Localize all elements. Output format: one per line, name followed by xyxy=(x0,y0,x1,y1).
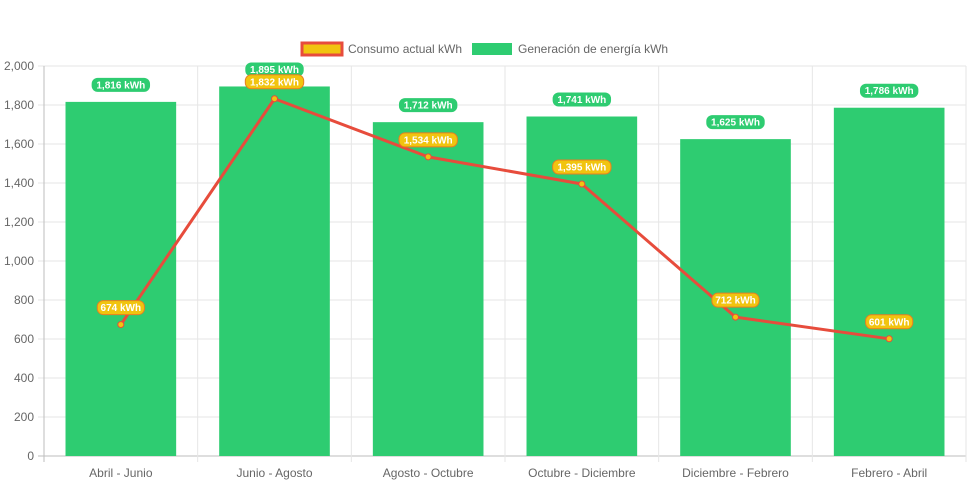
line-data-label: 1,395 kWh xyxy=(552,159,612,175)
legend-label-generacion: Generación de energía kWh xyxy=(518,42,668,56)
bar-data-label: 1,816 kWh xyxy=(91,77,151,92)
line-point[interactable] xyxy=(885,335,893,343)
svg-text:1,625 kWh: 1,625 kWh xyxy=(711,118,760,129)
bar[interactable] xyxy=(833,107,945,456)
grid-lines xyxy=(38,65,967,462)
y-tick-label: 1,600 xyxy=(4,137,34,151)
line-point[interactable] xyxy=(424,153,432,161)
bar[interactable] xyxy=(219,86,330,456)
legend-label-consumo: Consumo actual kWh xyxy=(348,42,462,56)
line-data-label: 601 kWh xyxy=(865,314,914,330)
svg-text:1,534 kWh: 1,534 kWh xyxy=(404,135,453,146)
y-tick-label: 0 xyxy=(27,449,34,463)
x-tick-label: Junio - Agosto xyxy=(236,466,312,480)
svg-text:1,895 kWh: 1,895 kWh xyxy=(250,65,299,76)
legend-item-generacion[interactable]: Generación de energía kWh xyxy=(472,42,668,56)
line-data-label: 1,832 kWh xyxy=(244,74,305,90)
svg-text:1,832 kWh: 1,832 kWh xyxy=(250,77,299,88)
y-tick-label: 800 xyxy=(14,293,34,307)
svg-text:1,816 kWh: 1,816 kWh xyxy=(96,80,145,91)
data-labels: 1,816 kWh 1,895 kWh 1,712 kWh 1,741 kWh 1,62… xyxy=(91,62,919,330)
x-tick-label: Agosto - Octubre xyxy=(383,466,474,480)
y-tick-label: 1,800 xyxy=(4,98,34,112)
svg-text:712 kWh: 712 kWh xyxy=(715,296,756,307)
bar-series xyxy=(65,86,945,456)
y-tick-label: 1,200 xyxy=(4,215,34,229)
svg-text:1,395 kWh: 1,395 kWh xyxy=(557,162,606,173)
bar[interactable] xyxy=(372,122,484,456)
y-tick-label: 1,000 xyxy=(4,254,34,268)
legend: Consumo actual kWh Generación de energía… xyxy=(300,41,668,57)
line-series xyxy=(117,95,893,343)
y-tick-label: 400 xyxy=(14,371,34,385)
x-tick-label: Diciembre - Febrero xyxy=(682,466,789,480)
legend-item-consumo[interactable]: Consumo actual kWh xyxy=(300,41,462,57)
line-point[interactable] xyxy=(271,95,278,103)
bar-data-label: 1,741 kWh xyxy=(552,92,612,107)
svg-text:674 kWh: 674 kWh xyxy=(101,303,142,314)
line-point[interactable] xyxy=(578,180,586,188)
svg-text:1,712 kWh: 1,712 kWh xyxy=(404,101,453,112)
bar[interactable] xyxy=(65,101,177,456)
line-data-label: 1,534 kWh xyxy=(398,132,458,148)
line-point[interactable] xyxy=(732,313,739,321)
bar-data-label: 1,712 kWh xyxy=(398,98,458,113)
x-tick-label: Octubre - Diciembre xyxy=(528,466,636,480)
bar-data-label: 1,895 kWh xyxy=(245,62,304,77)
y-tick-label: 600 xyxy=(14,332,34,346)
y-tick-label: 200 xyxy=(14,410,34,424)
bar-data-label: 1,786 kWh xyxy=(859,83,919,98)
svg-text:601 kWh: 601 kWh xyxy=(869,317,910,328)
line-point[interactable] xyxy=(117,321,125,329)
bar-data-label: 1,625 kWh xyxy=(706,115,765,130)
svg-text:1,741 kWh: 1,741 kWh xyxy=(557,95,606,106)
line-data-label: 712 kWh xyxy=(711,292,760,308)
line-path xyxy=(119,97,890,341)
line-data-label: 674 kWh xyxy=(96,300,145,316)
x-tick-label: Abril - Junio xyxy=(89,466,153,480)
y-tick-label: 1,400 xyxy=(4,176,34,190)
svg-text:1,786 kWh: 1,786 kWh xyxy=(865,86,914,97)
axes: 0 200 400 600 800 1,000 1,200 1,400 1,600 1,800 2,… xyxy=(4,59,927,480)
x-tick-label: Febrero - Abril xyxy=(851,466,927,480)
y-tick-label: 2,000 xyxy=(4,59,34,73)
